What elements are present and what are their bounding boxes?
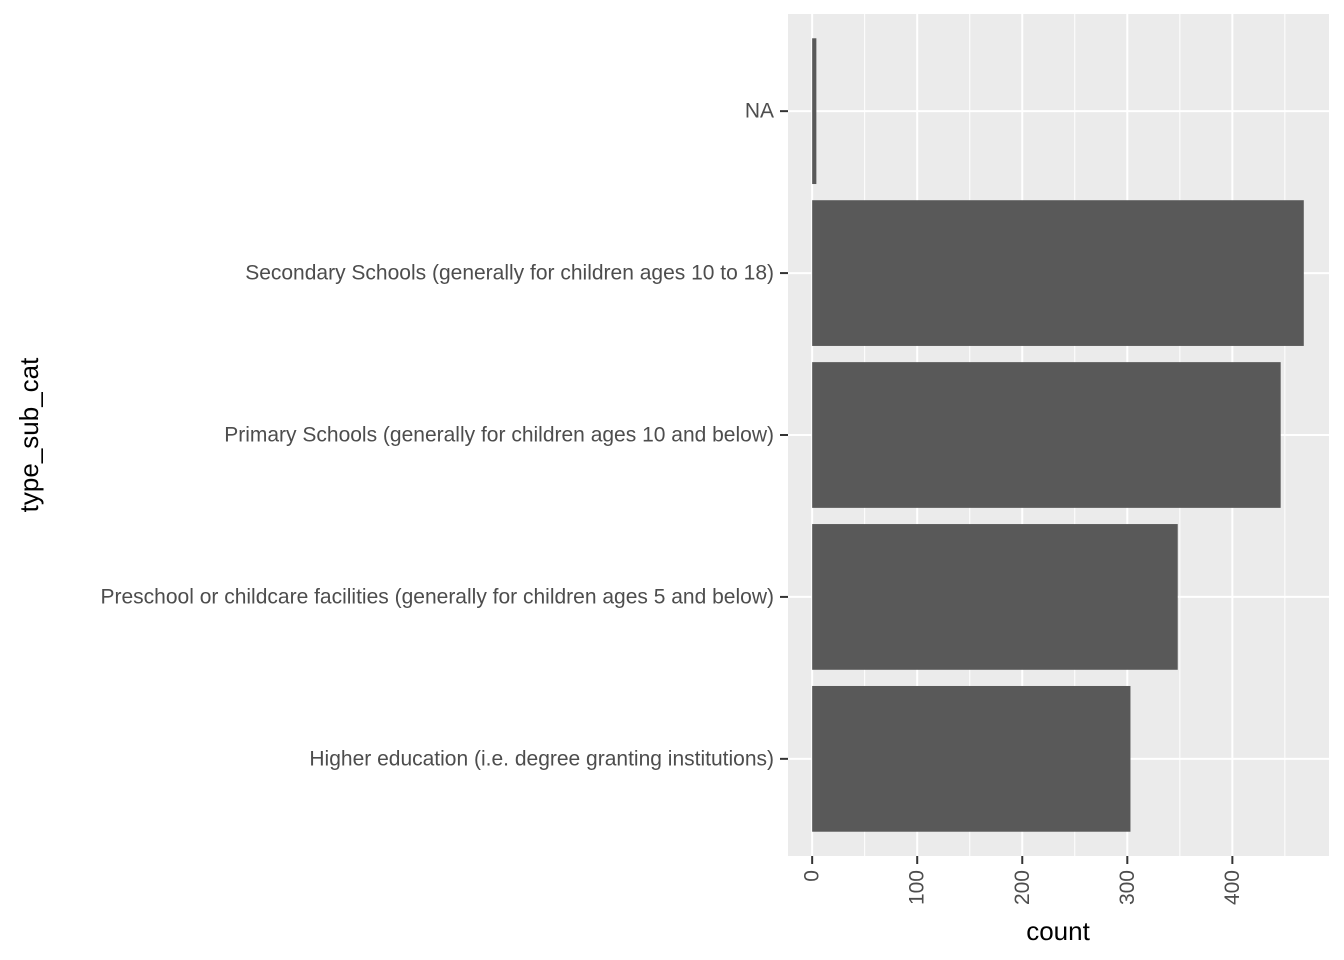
x-axis: 0 100 200 300 400 xyxy=(801,856,1244,905)
bar xyxy=(812,685,1131,832)
bar xyxy=(812,524,1178,670)
bars xyxy=(812,38,1304,832)
x-tick-label: 200 xyxy=(1011,870,1034,905)
y-tick-label: Primary Schools (generally for children … xyxy=(224,424,774,447)
y-tick-label: NA xyxy=(745,100,774,123)
x-axis-title: count xyxy=(1026,916,1090,946)
x-tick-label: 300 xyxy=(1116,870,1139,905)
y-axis: NA Secondary Schools (generally for child… xyxy=(100,100,788,770)
bar xyxy=(812,362,1281,508)
x-tick-label: 0 xyxy=(801,870,824,882)
bar xyxy=(812,38,817,185)
y-tick-label: Higher education (i.e. degree granting i… xyxy=(309,747,774,770)
bar xyxy=(812,200,1304,346)
y-tick-label: Secondary Schools (generally for childre… xyxy=(245,262,774,285)
x-tick-label: 100 xyxy=(906,870,929,905)
x-tick-label: 400 xyxy=(1221,870,1244,905)
y-tick-label: Preschool or childcare facilities (gener… xyxy=(100,585,774,608)
y-axis-title: type_sub_cat xyxy=(14,357,44,512)
